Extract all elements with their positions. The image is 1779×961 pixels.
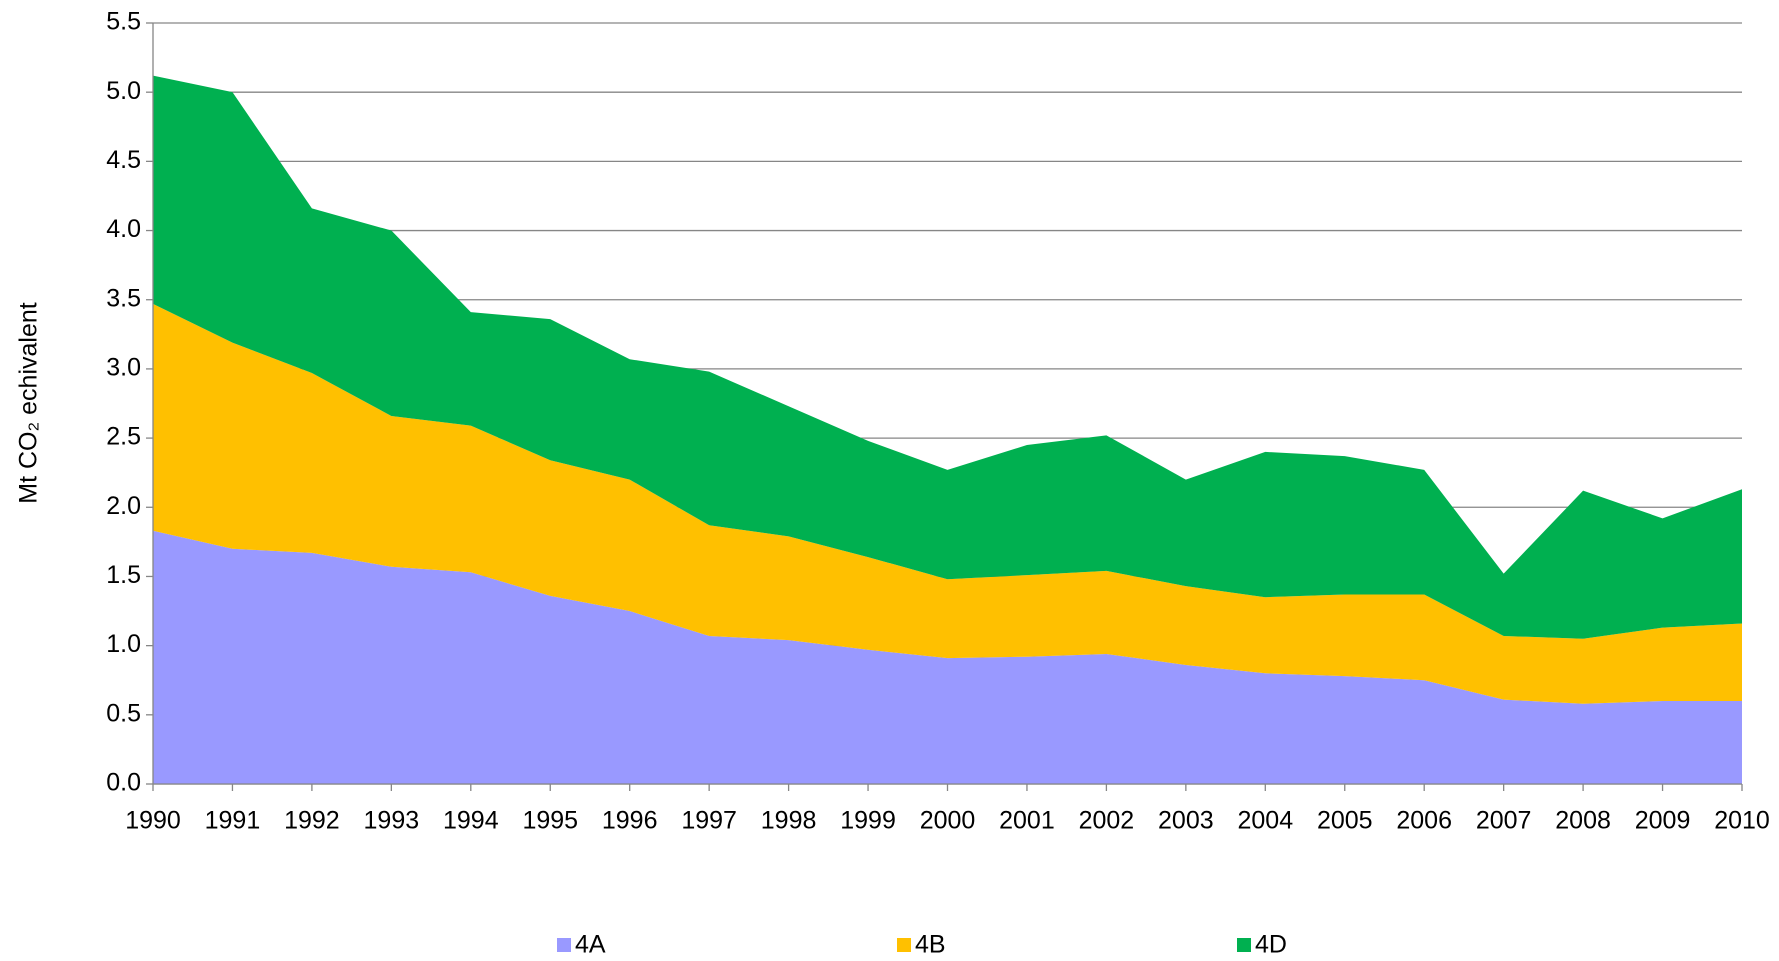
y-axis-label: Mt CO₂ echivalent — [15, 302, 43, 503]
x-tick-label: 2004 — [1237, 807, 1293, 835]
x-tick-label: 2005 — [1317, 807, 1373, 835]
legend-label: 4D — [1255, 931, 1287, 959]
x-tick-label: 1991 — [205, 807, 261, 835]
y-tick-label: 1.0 — [106, 630, 141, 658]
x-tick-label: 1995 — [522, 807, 578, 835]
x-tick-label: 2000 — [920, 807, 976, 835]
x-tick-label: 2010 — [1714, 807, 1770, 835]
x-tick-label: 1997 — [681, 807, 737, 835]
x-tick-label: 1992 — [284, 807, 340, 835]
area — [153, 303, 1742, 704]
x-tick-label: 1994 — [443, 807, 499, 835]
x-tick-label: 2006 — [1396, 807, 1452, 835]
y-tick-label: 5.0 — [106, 77, 141, 105]
x-tick-label: 2009 — [1635, 807, 1691, 835]
y-tick-label: 5.5 — [106, 8, 141, 36]
y-tick-label: 4.0 — [106, 215, 141, 243]
x-tick-label: 2007 — [1476, 807, 1532, 835]
x-tick-label: 1998 — [761, 807, 817, 835]
y-tick-label: 0.5 — [106, 699, 141, 727]
legend-label: 4B — [915, 931, 946, 959]
y-tick-label: 4.5 — [106, 146, 141, 174]
y-tick-label: 3.0 — [106, 354, 141, 382]
legend-label: 4A — [575, 931, 606, 959]
y-tick-label: 2.0 — [106, 492, 141, 520]
x-tick-label: 1993 — [364, 807, 420, 835]
legend-swatch — [897, 938, 911, 952]
y-tick-label: 3.5 — [106, 284, 141, 312]
y-tick-label: 1.5 — [106, 561, 141, 589]
x-tick-label: 2002 — [1079, 807, 1135, 835]
area — [153, 530, 1742, 784]
x-tick-label: 2001 — [999, 807, 1055, 835]
legend-swatch — [1237, 938, 1251, 952]
x-tick-label: 1996 — [602, 807, 658, 835]
area — [153, 75, 1742, 639]
legend-swatch — [557, 938, 571, 952]
y-tick-label: 0.0 — [106, 769, 141, 797]
y-tick-label: 2.5 — [106, 423, 141, 451]
x-tick-label: 2003 — [1158, 807, 1214, 835]
x-tick-label: 1990 — [125, 807, 181, 835]
x-tick-label: 1999 — [840, 807, 896, 835]
x-tick-label: 2008 — [1555, 807, 1611, 835]
